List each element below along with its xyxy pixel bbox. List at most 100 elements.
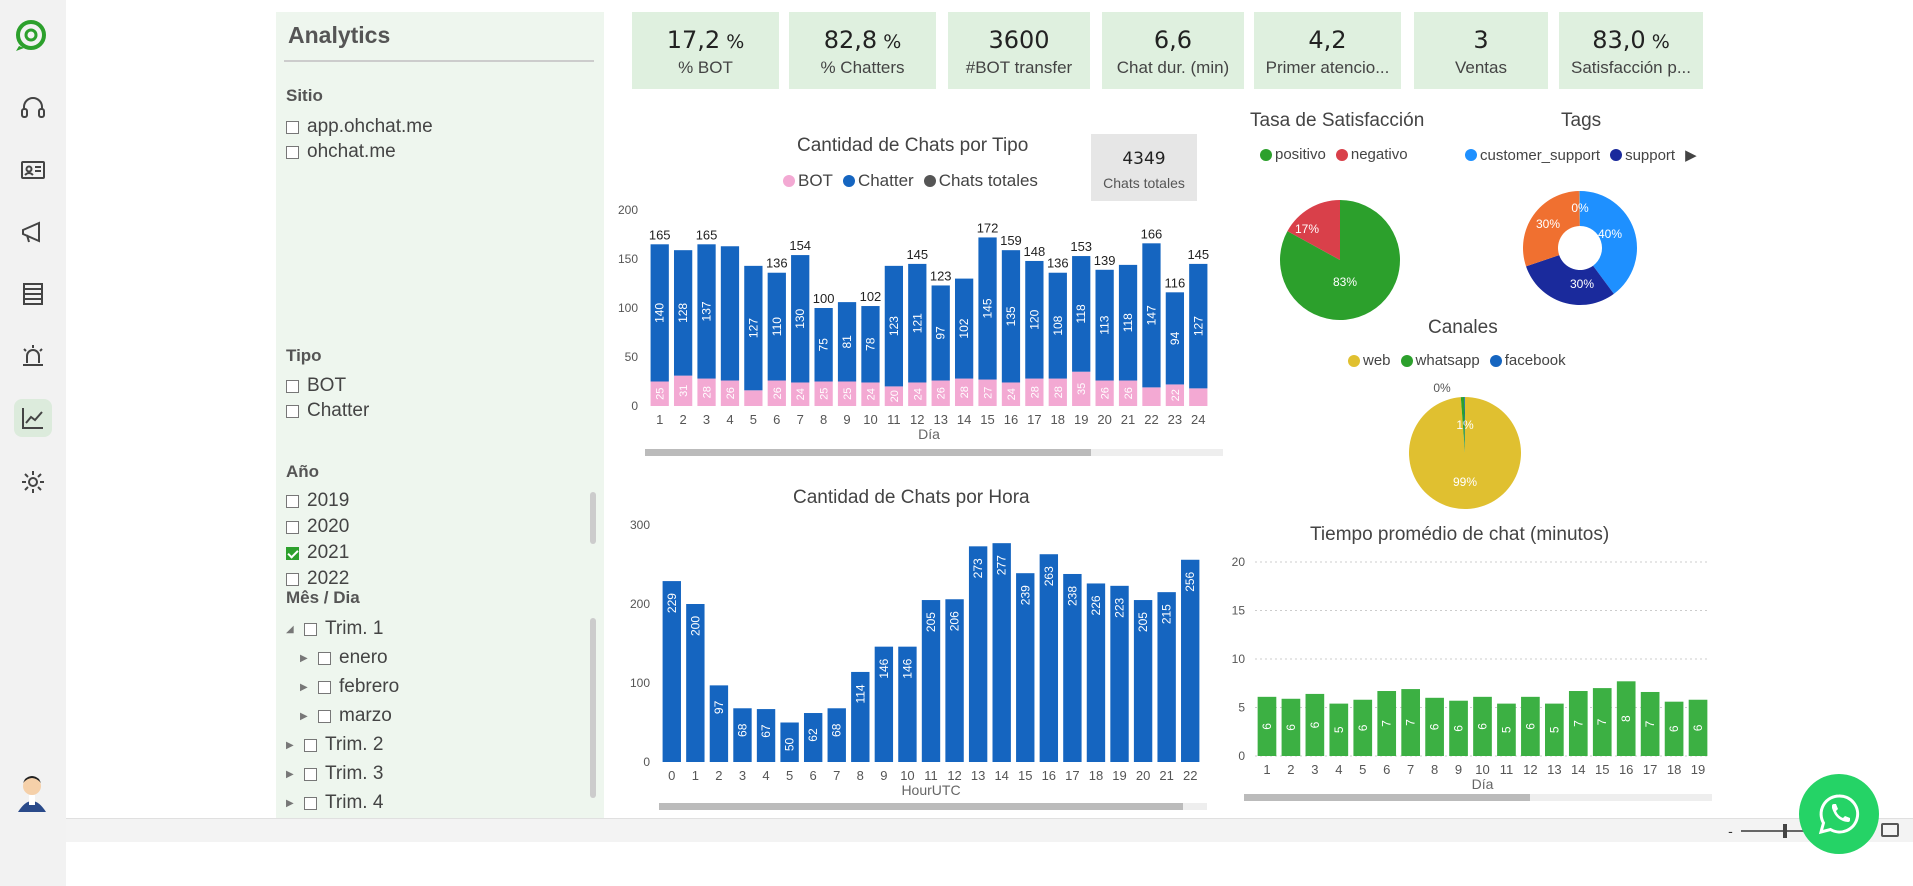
checkbox[interactable] xyxy=(304,738,317,752)
headset-icon[interactable] xyxy=(14,89,52,127)
scroll-thumb[interactable] xyxy=(659,803,1183,810)
legend-item[interactable]: whatsapp xyxy=(1400,352,1480,369)
whatsapp-button[interactable] xyxy=(1799,774,1879,854)
alarm-icon[interactable] xyxy=(14,337,52,375)
checkbox[interactable] xyxy=(286,120,299,134)
data-label: 238 xyxy=(1065,586,1079,606)
data-label: 28 xyxy=(959,386,971,398)
anio-option[interactable]: 2020 xyxy=(286,516,349,538)
anio-scrollbar[interactable] xyxy=(590,492,596,544)
gear-icon[interactable] xyxy=(14,463,52,501)
legend-item[interactable]: positivo xyxy=(1260,146,1326,163)
expand-icon[interactable]: ▶ xyxy=(300,681,308,693)
tree-item-month[interactable]: ▶ marzo xyxy=(300,705,392,726)
anio-option[interactable]: 2019 xyxy=(286,490,349,512)
legend-item[interactable]: negativo xyxy=(1335,146,1408,163)
satisfaccion-pie: 83% 17% xyxy=(1280,200,1400,320)
legend-item[interactable]: BOT xyxy=(783,171,833,191)
tree-item-trim1[interactable]: ◢ Trim. 1 xyxy=(286,618,384,639)
data-label: 145 xyxy=(981,298,995,318)
scroll-thumb[interactable] xyxy=(645,449,1091,456)
chart-scrollbar[interactable] xyxy=(1244,794,1712,801)
expand-icon[interactable]: ▶ xyxy=(286,768,294,780)
chart-icon[interactable] xyxy=(14,399,52,437)
y-tick-label: 100 xyxy=(630,676,650,690)
expand-icon[interactable]: ▶ xyxy=(300,710,308,722)
data-label: 81 xyxy=(840,335,854,349)
y-tick-label: 5 xyxy=(1238,701,1245,715)
bar-bot xyxy=(650,381,669,406)
list-icon[interactable] xyxy=(14,275,52,313)
avatar[interactable] xyxy=(10,770,54,814)
data-label: 68 xyxy=(735,723,749,737)
checkbox[interactable] xyxy=(286,520,299,534)
legend-item[interactable]: web xyxy=(1348,352,1391,369)
tags-donut: 40% 30% 30% 0% xyxy=(1523,191,1637,305)
sitio-option[interactable]: app.ohchat.me xyxy=(286,116,433,138)
checkbox-checked[interactable] xyxy=(286,546,299,560)
scroll-thumb[interactable] xyxy=(1244,794,1530,801)
checkbox[interactable] xyxy=(286,379,299,393)
bar xyxy=(992,543,1011,762)
bar-bot xyxy=(1025,378,1044,406)
zoom-slider[interactable] xyxy=(1740,824,1837,838)
bar xyxy=(1664,701,1684,756)
zoom-out-button[interactable]: - xyxy=(1728,823,1733,839)
ohchat-logo[interactable] xyxy=(14,18,48,52)
x-tick-label: 13 xyxy=(1547,762,1561,777)
tipo-option[interactable]: BOT xyxy=(286,375,346,397)
checkbox[interactable] xyxy=(286,145,299,159)
megaphone-icon[interactable] xyxy=(14,213,52,251)
legend-item[interactable]: customer_support xyxy=(1465,146,1600,164)
bar xyxy=(686,604,705,762)
chart-scrollbar[interactable] xyxy=(659,803,1207,810)
data-label: 6 xyxy=(1260,723,1274,730)
checkbox[interactable] xyxy=(286,494,299,508)
collapse-icon[interactable]: ◢ xyxy=(286,623,294,635)
pie-slice xyxy=(1526,255,1614,305)
legend-item[interactable]: Chatter xyxy=(842,171,914,191)
checkbox[interactable] xyxy=(304,767,317,781)
anio-option[interactable]: 2021 xyxy=(286,542,349,564)
legend-item[interactable]: facebook xyxy=(1489,352,1566,369)
bar-chatter xyxy=(1095,269,1114,381)
checkbox[interactable] xyxy=(286,404,299,418)
fit-to-page-icon[interactable] xyxy=(1881,823,1899,837)
mes-scrollbar[interactable] xyxy=(590,618,596,798)
legend-swatch xyxy=(783,175,795,187)
data-label: 6 xyxy=(1428,723,1442,730)
anio-option[interactable]: 2022 xyxy=(286,568,349,586)
checkbox[interactable] xyxy=(304,622,317,636)
x-tick-label: 21 xyxy=(1159,768,1173,783)
sitio-option[interactable]: ohchat.me xyxy=(286,141,396,163)
legend-next-icon[interactable]: ▶ xyxy=(1685,147,1697,164)
chart-scrollbar[interactable] xyxy=(645,449,1223,456)
x-tick-label: 12 xyxy=(1523,762,1537,777)
checkbox[interactable] xyxy=(318,680,331,694)
legend-item[interactable]: support xyxy=(1610,146,1675,164)
legend-item[interactable]: Chats totales xyxy=(923,171,1038,191)
data-label: 277 xyxy=(995,555,1009,575)
tree-item-month[interactable]: ▶ enero xyxy=(300,647,388,668)
bar xyxy=(709,685,729,762)
data-label: 200 xyxy=(688,616,702,636)
tipo-option[interactable]: Chatter xyxy=(286,400,369,422)
checkbox[interactable] xyxy=(318,651,331,665)
checkbox[interactable] xyxy=(318,709,331,723)
x-tick-label: 2 xyxy=(715,768,722,783)
checkbox[interactable] xyxy=(304,796,317,810)
y-tick-label: 100 xyxy=(618,301,638,315)
expand-icon[interactable]: ▶ xyxy=(300,652,308,664)
expand-icon[interactable]: ▶ xyxy=(286,739,294,751)
zoom-slider-thumb[interactable] xyxy=(1782,824,1787,838)
tree-item-trim[interactable]: ▶ Trim. 2 xyxy=(286,734,384,755)
bar xyxy=(1181,559,1200,762)
tree-item-trim[interactable]: ▶ Trim. 4 xyxy=(286,792,384,813)
tree-item-trim[interactable]: ▶ Trim. 3 xyxy=(286,763,384,784)
contact-card-icon[interactable] xyxy=(14,151,52,189)
bar xyxy=(756,709,776,762)
checkbox[interactable] xyxy=(286,572,299,586)
expand-icon[interactable]: ▶ xyxy=(286,797,294,809)
tree-item-month[interactable]: ▶ febrero xyxy=(300,676,400,697)
